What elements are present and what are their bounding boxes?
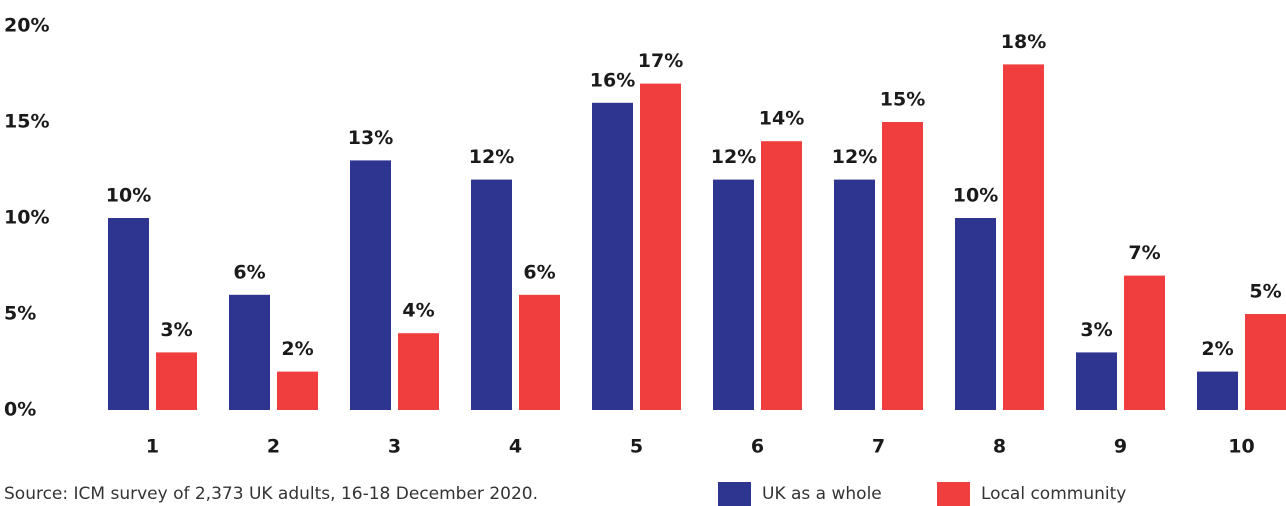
value-label: 18% [1001,31,1046,53]
bar [277,371,318,410]
x-tick-label: 4 [509,436,522,458]
value-label: 15% [880,89,925,111]
legend-swatch [937,482,970,506]
value-label: 12% [469,146,514,168]
source-note: Source: ICM survey of 2,373 UK adults, 1… [4,484,538,504]
x-tick-label: 9 [1114,436,1127,458]
value-label: 13% [348,127,393,149]
value-label: 3% [1080,319,1112,341]
bar [1197,371,1238,410]
value-label: 6% [523,261,555,283]
x-tick-label: 6 [751,436,764,458]
bar [1124,275,1165,410]
bar [592,102,633,411]
bar [471,179,512,410]
value-label: 10% [953,185,998,207]
value-label: 7% [1128,242,1160,264]
bar [108,218,149,410]
bar [350,160,391,410]
value-label: 14% [759,108,804,130]
value-label: 12% [711,146,756,168]
x-tick-label: 2 [267,436,280,458]
value-label: 12% [832,146,877,168]
value-label: 4% [402,300,434,322]
x-tick-label: 7 [872,436,885,458]
bar [834,179,875,410]
y-tick-label: 5% [4,303,36,325]
bar [398,333,439,410]
value-label: 16% [590,69,635,91]
value-label: 10% [106,185,151,207]
y-tick-label: 10% [4,207,49,229]
legend-label: Local community [981,484,1126,504]
bar [1245,314,1286,410]
bar [955,218,996,410]
value-label: 6% [233,261,265,283]
x-tick-label: 10 [1228,436,1254,458]
legend-swatch [718,482,751,506]
bar [1076,352,1117,410]
bar [640,83,681,410]
y-tick-label: 15% [4,111,49,133]
bar [713,179,754,410]
bar [156,352,197,410]
x-tick-label: 5 [630,436,643,458]
value-label: 17% [638,50,683,72]
value-label: 5% [1249,281,1281,303]
value-label: 2% [1201,338,1233,360]
legend-label: UK as a whole [762,484,882,504]
bar [761,141,802,410]
value-label: 3% [160,319,192,341]
bar [882,122,923,410]
y-tick-label: 20% [4,15,49,37]
bar [229,294,270,410]
y-tick-label: 0% [4,399,36,421]
bar [519,294,560,410]
bar [1003,64,1044,411]
x-tick-label: 1 [146,436,159,458]
x-tick-label: 8 [993,436,1006,458]
x-tick-label: 3 [388,436,401,458]
value-label: 2% [281,338,313,360]
